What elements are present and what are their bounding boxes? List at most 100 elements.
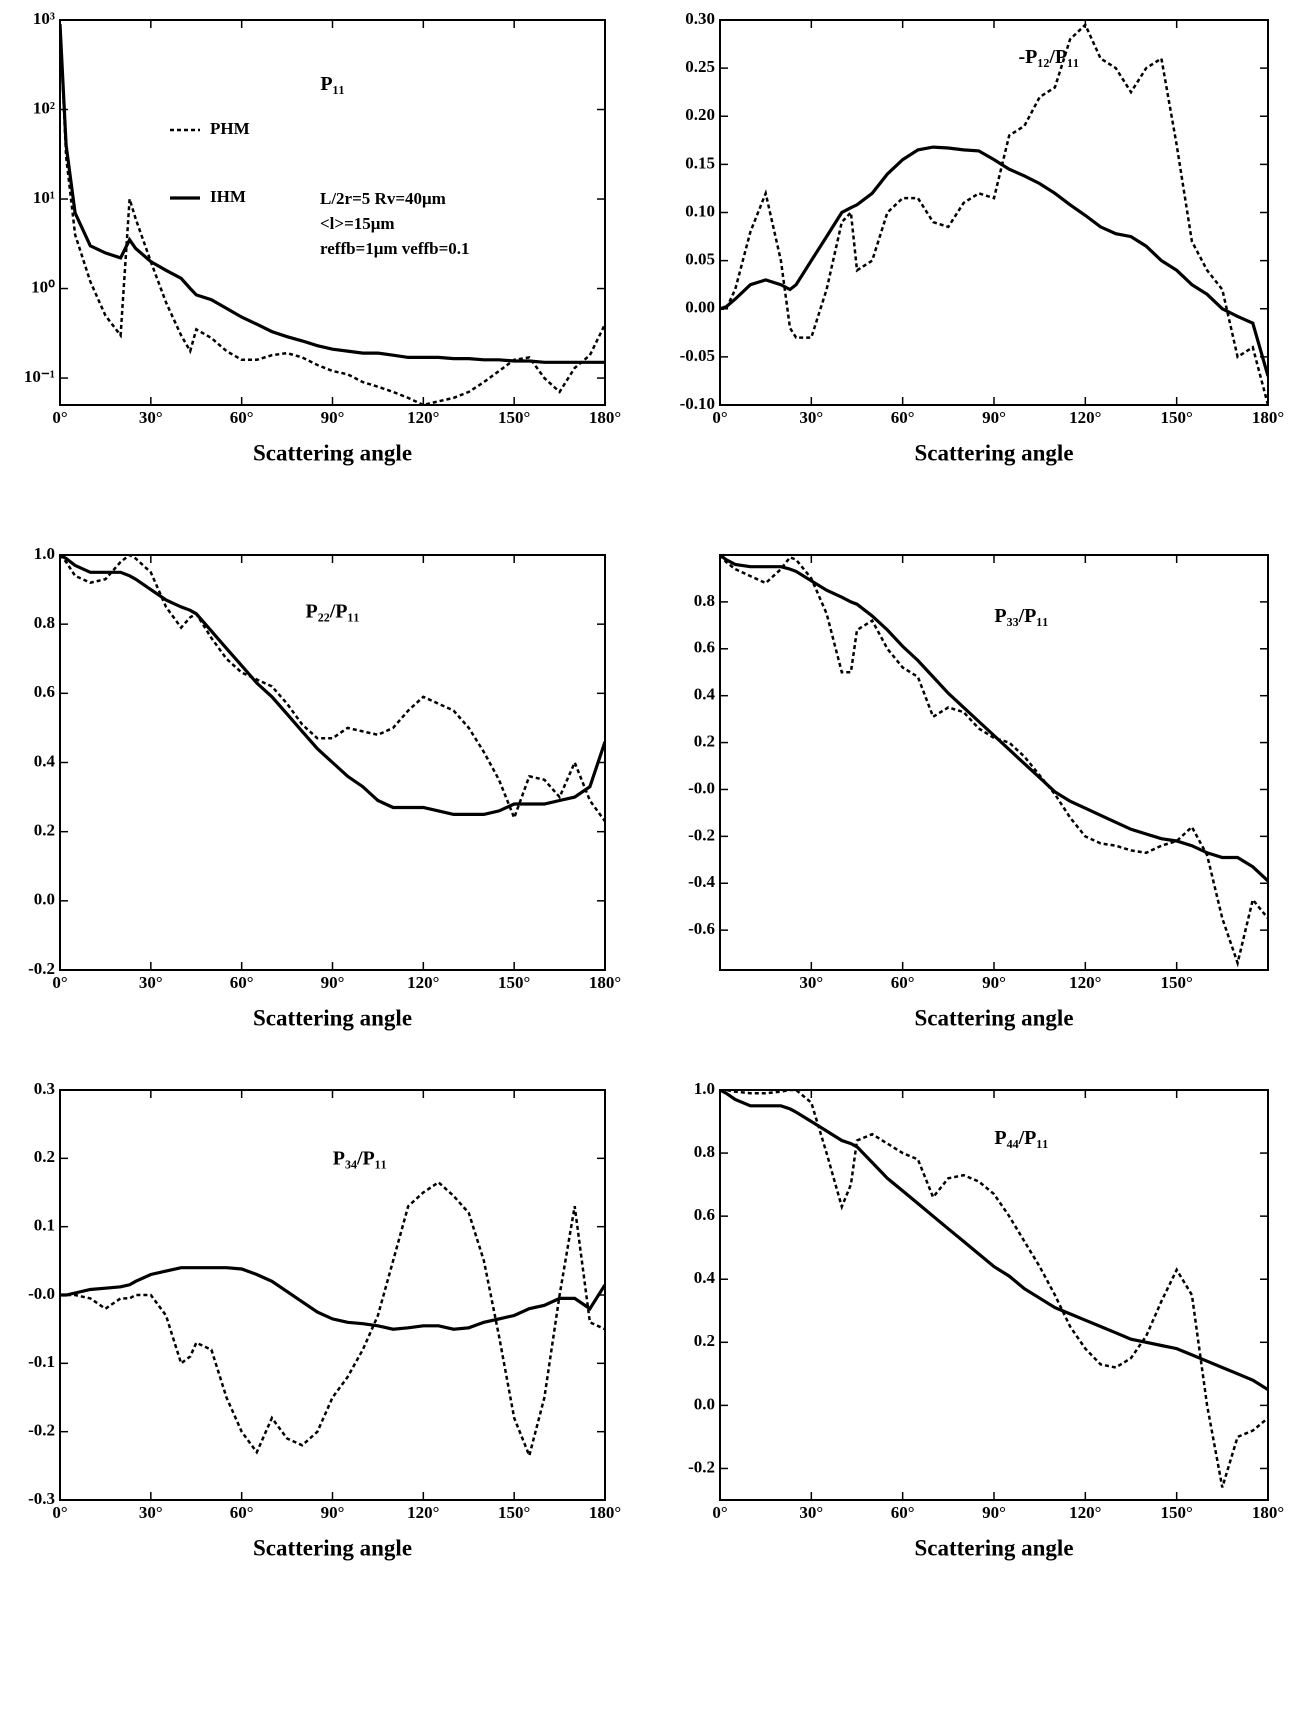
y-tick-label: -0.2 xyxy=(28,959,55,978)
series-line xyxy=(60,1266,605,1331)
y-tick-label: -0.0 xyxy=(688,778,715,797)
series-line xyxy=(60,24,605,364)
x-tick-label: 180° xyxy=(1252,408,1284,427)
y-tick-label: 0.00 xyxy=(685,298,715,317)
y-tick-label: 0.6 xyxy=(34,682,55,701)
x-tick-label: 30° xyxy=(139,1503,163,1522)
x-tick-label: 120° xyxy=(407,408,439,427)
x-tick-label: 0° xyxy=(52,973,67,992)
legend-label: PHM xyxy=(210,119,250,138)
y-tick-label: 10¹ xyxy=(33,188,55,207)
y-tick-label: 10² xyxy=(33,98,55,117)
y-tick-label: -0.3 xyxy=(28,1489,55,1508)
x-tick-label: 60° xyxy=(891,408,915,427)
x-tick-label: 120° xyxy=(407,1503,439,1522)
y-tick-label: -0.4 xyxy=(688,872,715,891)
x-tick-label: 30° xyxy=(139,973,163,992)
y-tick-label: 1.0 xyxy=(34,544,55,563)
x-tick-label: 30° xyxy=(799,973,823,992)
y-tick-label: 0.4 xyxy=(694,1268,716,1287)
y-tick-label: 1.0 xyxy=(694,1079,715,1098)
y-tick-label: 0.8 xyxy=(694,591,715,610)
x-tick-label: 60° xyxy=(230,1503,254,1522)
plot-frame xyxy=(719,1089,1269,1501)
series-line xyxy=(60,555,605,816)
chart-title: P₁₁ xyxy=(320,73,344,95)
y-tick-label: 0.3 xyxy=(34,1079,55,1098)
y-tick-label: 0.0 xyxy=(694,1394,715,1413)
annotation: reffb=1μm veffb=0.1 xyxy=(320,239,470,258)
y-tick-label: 0.05 xyxy=(685,250,715,269)
y-tick-label: -0.2 xyxy=(688,825,715,844)
x-tick-label: 90° xyxy=(321,408,345,427)
x-tick-label: 90° xyxy=(982,973,1006,992)
x-tick-label: 60° xyxy=(891,973,915,992)
x-tick-label: 0° xyxy=(712,408,727,427)
x-tick-label: 90° xyxy=(982,1503,1006,1522)
x-tick-label: 150° xyxy=(1161,973,1193,992)
x-tick-label: 90° xyxy=(321,1503,345,1522)
x-tick-label: 150° xyxy=(498,408,530,427)
x-tick-label: 60° xyxy=(230,973,254,992)
x-tick-label: 180° xyxy=(589,408,621,427)
series-line xyxy=(60,555,605,823)
y-tick-label: 0.2 xyxy=(34,821,55,840)
x-tick-label: 60° xyxy=(891,1503,915,1522)
y-tick-label: 0.2 xyxy=(694,731,715,750)
x-tick-label: 120° xyxy=(407,973,439,992)
legend-label: IHM xyxy=(210,187,246,206)
x-tick-label: 90° xyxy=(321,973,345,992)
x-tick-label: 30° xyxy=(139,408,163,427)
x-tick-label: 120° xyxy=(1069,973,1101,992)
y-tick-label: -0.6 xyxy=(688,919,715,938)
y-tick-label: 0.4 xyxy=(694,685,716,704)
x-tick-label: 180° xyxy=(589,973,621,992)
y-tick-label: 0.2 xyxy=(34,1147,55,1166)
x-tick-label: 180° xyxy=(1252,1503,1284,1522)
x-tick-label: 0° xyxy=(52,1503,67,1522)
x-tick-label: 150° xyxy=(1161,408,1193,427)
x-axis-label: Scattering angle xyxy=(253,440,412,465)
y-tick-label: 0.15 xyxy=(685,153,715,172)
y-tick-label: 0.10 xyxy=(685,201,715,220)
series-line xyxy=(720,555,1268,968)
x-axis-label: Scattering angle xyxy=(253,1535,412,1560)
y-tick-label: 0.8 xyxy=(694,1142,715,1161)
y-tick-label: 0.4 xyxy=(34,751,56,770)
y-tick-label: -0.2 xyxy=(28,1421,55,1440)
y-tick-label: 0.0 xyxy=(34,890,55,909)
y-tick-label: -0.05 xyxy=(680,346,715,365)
x-tick-label: 150° xyxy=(498,973,530,992)
x-tick-label: 60° xyxy=(230,408,254,427)
x-tick-label: 0° xyxy=(712,1503,727,1522)
y-tick-label: 10⁰ xyxy=(31,277,55,296)
series-line xyxy=(720,1090,1268,1391)
y-tick-label: 0.20 xyxy=(685,105,715,124)
x-tick-label: 90° xyxy=(982,408,1006,427)
y-tick-label: 0.25 xyxy=(685,57,715,76)
chart-title: -P₁₂/P₁₁ xyxy=(1018,46,1079,68)
y-tick-label: 0.30 xyxy=(685,9,715,28)
x-tick-label: 150° xyxy=(498,1503,530,1522)
series-line xyxy=(720,555,1268,883)
x-tick-label: 120° xyxy=(1069,408,1101,427)
x-tick-label: 30° xyxy=(799,408,823,427)
y-tick-label: 0.8 xyxy=(34,613,55,632)
x-axis-label: Scattering angle xyxy=(914,1005,1073,1030)
x-axis-label: Scattering angle xyxy=(253,1005,412,1030)
y-tick-label: -0.1 xyxy=(28,1352,55,1371)
y-tick-label: 10³ xyxy=(33,9,55,28)
series-line xyxy=(720,1090,1268,1488)
series-line xyxy=(720,145,1268,377)
x-tick-label: 120° xyxy=(1069,1503,1101,1522)
y-tick-label: 0.6 xyxy=(694,638,715,657)
x-tick-label: 30° xyxy=(799,1503,823,1522)
y-tick-label: -0.2 xyxy=(688,1457,715,1476)
y-tick-label: -0.0 xyxy=(28,1284,55,1303)
chart-title: P₃₄/P₁₁ xyxy=(333,1147,387,1169)
x-tick-label: 180° xyxy=(589,1503,621,1522)
x-tick-label: 150° xyxy=(1161,1503,1193,1522)
series-line xyxy=(720,22,1268,405)
y-tick-label: 0.1 xyxy=(34,1216,55,1235)
